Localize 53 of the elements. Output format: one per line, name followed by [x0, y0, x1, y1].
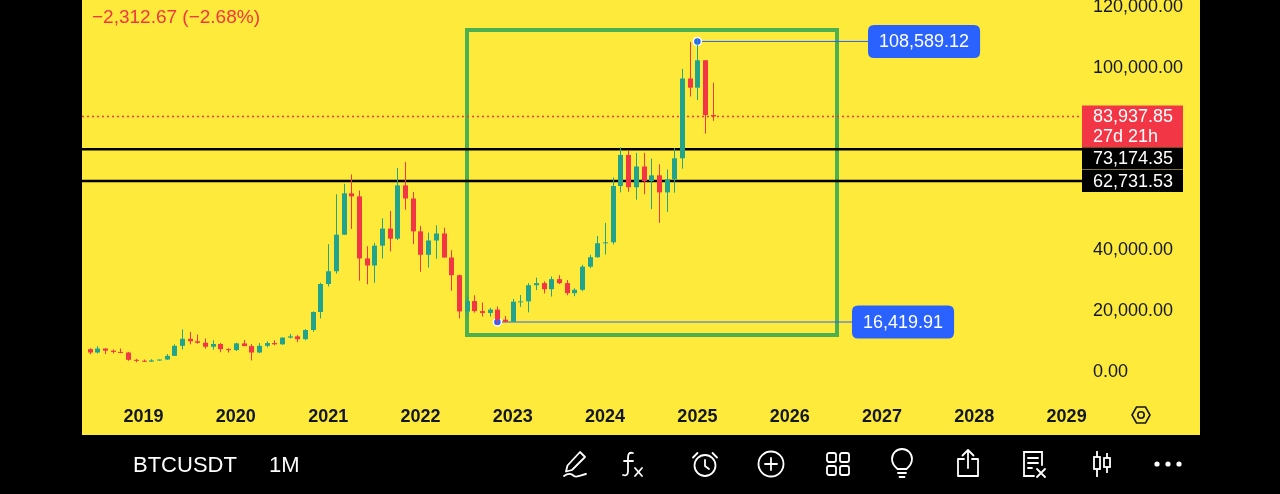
- candlestick: [418, 225, 423, 273]
- candlestick: [649, 158, 654, 210]
- text: BTCUSDT: [133, 452, 237, 477]
- candlestick: [326, 243, 331, 287]
- candlestick: [688, 41, 693, 97]
- annotation: −2,312.67 (−2.68%): [92, 6, 260, 28]
- x-tick-label: 2021: [308, 405, 349, 426]
- x-tick-label: 2028: [954, 405, 995, 426]
- candlestick: [388, 210, 393, 252]
- candlestick: [642, 152, 647, 195]
- candlestick: [434, 224, 439, 260]
- text: 27d 21h: [1093, 126, 1159, 147]
- candlestick: [311, 310, 316, 333]
- candlestick: [526, 282, 531, 313]
- candlestick: [634, 152, 639, 201]
- candlestick: [372, 242, 377, 284]
- y-tick-label: 20,000.00: [1093, 300, 1174, 321]
- x-tick-label: 2026: [769, 405, 810, 426]
- y-tick-label: 40,000.00: [1093, 239, 1174, 260]
- candlestick: [449, 249, 454, 292]
- candlestick: [226, 347, 231, 354]
- annotation: 16,419.91: [863, 311, 944, 332]
- candlestick: [380, 217, 385, 259]
- x-tick-label: 2027: [861, 405, 903, 426]
- x-tick-label: 2029: [1046, 405, 1087, 426]
- x-tick-label: 2025: [677, 405, 718, 426]
- candlestick: [365, 245, 370, 285]
- candlestick: [403, 161, 408, 211]
- candlestick: [603, 222, 608, 255]
- candlestick: [349, 173, 354, 230]
- candlestick: [180, 328, 185, 350]
- candlestick: [580, 264, 585, 292]
- x-tick-label: 2019: [123, 405, 164, 426]
- candlestick: [549, 275, 554, 297]
- y-tick-label: 100,000.00: [1093, 56, 1184, 77]
- x-tick-label: 2020: [215, 405, 256, 426]
- ref-line-label: 73,174.35: [1093, 148, 1174, 169]
- candlestick: [518, 294, 523, 308]
- text: 1M: [269, 452, 300, 477]
- ref-line-label: 83,937.85: [1093, 106, 1174, 127]
- x-tick-label: 2024: [585, 405, 626, 426]
- candlestick: [495, 306, 500, 326]
- candlestick: [511, 298, 516, 323]
- y-tick-label: 0.00: [1093, 360, 1129, 381]
- annotation: 108,589.12: [879, 31, 970, 52]
- x-tick-label: 2023: [492, 405, 533, 426]
- candlestick: [672, 147, 677, 194]
- x-tick-label: 2022: [400, 405, 441, 426]
- candlestick: [595, 235, 600, 259]
- candlestick: [665, 169, 670, 213]
- candlestick: [657, 163, 662, 224]
- candlestick: [426, 232, 431, 269]
- ref-line-label: 62,731.53: [1093, 171, 1174, 191]
